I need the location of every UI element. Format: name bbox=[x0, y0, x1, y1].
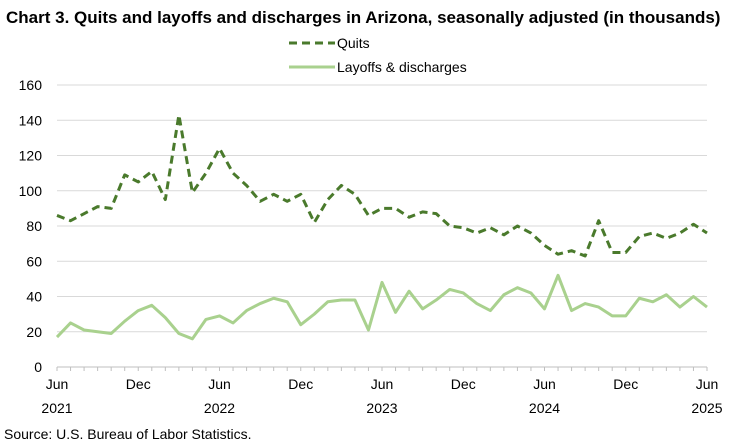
chart-title: Chart 3. Quits and layoffs and discharge… bbox=[6, 8, 720, 27]
x-tick-year-label: 2021 bbox=[41, 400, 72, 416]
series-line-layoffs-discharges bbox=[55, 273, 708, 341]
x-tick-label: Dec bbox=[126, 376, 151, 392]
y-tick-label: 100 bbox=[19, 183, 43, 199]
x-tick-label: Jun bbox=[696, 376, 719, 392]
y-tick-label: 120 bbox=[19, 148, 43, 164]
legend: Quits Layoffs & discharges bbox=[289, 35, 467, 75]
legend-label-layoffs-discharges: Layoffs & discharges bbox=[337, 59, 467, 75]
y-tick-label: 140 bbox=[19, 112, 43, 128]
axes: 0 20 40 60 80 100 120 140 160 Jun 2021 Dec Jun 2022 De… bbox=[19, 77, 723, 416]
x-tick-year-label: 2022 bbox=[204, 400, 235, 416]
y-tick-label: 20 bbox=[26, 324, 42, 340]
x-tick-label: Dec bbox=[451, 376, 476, 392]
x-tick-label: Jun bbox=[533, 376, 556, 392]
x-tick-label: Jun bbox=[46, 376, 69, 392]
x-tick-year-label: 2025 bbox=[691, 400, 722, 416]
legend-label-quits: Quits bbox=[337, 35, 370, 51]
x-tick-label: Dec bbox=[613, 376, 638, 392]
x-tick-label: Jun bbox=[208, 376, 231, 392]
y-tick-label: 80 bbox=[26, 218, 42, 234]
y-tick-label: 0 bbox=[34, 359, 42, 375]
y-tick-label: 40 bbox=[26, 289, 42, 305]
source-note: Source: U.S. Bureau of Labor Statistics. bbox=[4, 426, 251, 442]
gridlines bbox=[57, 84, 707, 333]
x-tick-label: Dec bbox=[288, 376, 313, 392]
x-tick-label: Jun bbox=[371, 376, 394, 392]
series-line-quits bbox=[56, 113, 708, 258]
x-tick-year-label: 2023 bbox=[366, 400, 397, 416]
x-tick-year-label: 2024 bbox=[529, 400, 560, 416]
series-layer bbox=[55, 113, 708, 341]
y-tick-label: 60 bbox=[26, 253, 42, 269]
y-tick-label: 160 bbox=[19, 77, 43, 93]
